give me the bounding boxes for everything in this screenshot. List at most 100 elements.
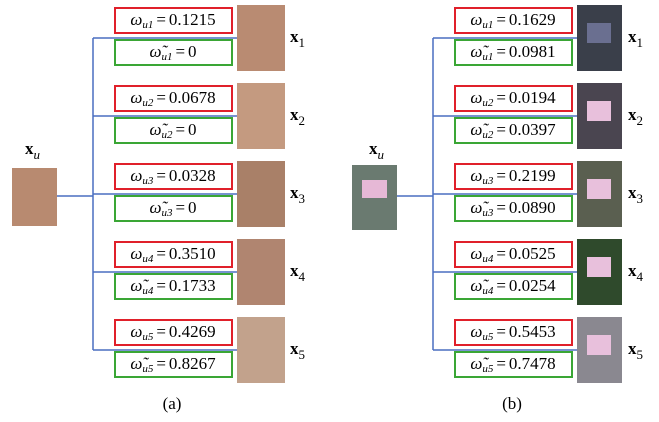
weight-tilde-subscript: u3 — [161, 207, 173, 219]
weight-tilde-subscript: u5 — [142, 363, 154, 375]
weight-value: 0.0194 — [509, 88, 556, 107]
equals: = — [156, 166, 166, 185]
query-subscript: u — [34, 147, 41, 162]
equals: = — [175, 198, 185, 217]
neighbor-label: x5 — [628, 339, 643, 362]
weight-symbol: ω — [470, 10, 482, 29]
neighbor-label: x2 — [290, 105, 305, 128]
neighbor-label: x3 — [290, 183, 305, 206]
equals: = — [156, 322, 166, 341]
weight-value: 0.1629 — [509, 10, 556, 29]
weight-value: 0.3510 — [169, 244, 216, 263]
equals: = — [156, 88, 166, 107]
weight-tilde-value: 0 — [188, 42, 197, 61]
neighbor-image — [237, 83, 285, 149]
weight-tilde-subscript: u2 — [482, 129, 494, 141]
query-image-detail — [362, 180, 387, 198]
neighbor-label: x5 — [290, 339, 305, 362]
equals: = — [156, 354, 166, 373]
neighbor-label: x2 — [628, 105, 643, 128]
neighbor-image — [237, 317, 285, 383]
weight-value: 0.1215 — [169, 10, 216, 29]
neighbor-subscript: 4 — [637, 269, 644, 284]
weight-value: 0.0328 — [169, 166, 216, 185]
neighbor-subscript: 2 — [637, 113, 644, 128]
equals: = — [496, 276, 506, 295]
weight-subscript: u4 — [142, 253, 154, 265]
neighbor-label: x3 — [628, 183, 643, 206]
equals: = — [496, 10, 506, 29]
weight-subscript: u1 — [142, 19, 153, 31]
neighbor-subscript: 3 — [637, 191, 644, 206]
equals: = — [496, 244, 506, 263]
neighbor-subscript: 5 — [299, 347, 306, 362]
weight-subscript: u4 — [482, 253, 494, 265]
neighbor-image-detail — [587, 101, 611, 121]
weight-tilde-box — [115, 118, 232, 143]
weight-value: 0.0678 — [169, 88, 216, 107]
weight-symbol: ω — [130, 322, 142, 341]
weight-symbol: ω — [130, 10, 142, 29]
weight-symbol: ω — [130, 166, 142, 185]
weight-subscript: u2 — [482, 97, 494, 109]
neighbor-subscript: 3 — [299, 191, 306, 206]
weight-tilde-box — [115, 196, 232, 221]
weight-symbol: ω — [470, 244, 482, 263]
equals: = — [496, 42, 506, 61]
weight-symbol: ω — [130, 244, 142, 263]
panel-caption: (b) — [502, 394, 522, 413]
panel-caption: (a) — [163, 394, 182, 413]
weight-symbol: ω — [130, 88, 142, 107]
neighbor-image — [237, 5, 285, 71]
weight-value: 0.2199 — [509, 166, 556, 185]
weight-tilde-value: 0.0397 — [509, 120, 556, 139]
equals: = — [496, 166, 506, 185]
equals: = — [156, 10, 166, 29]
neighbor-label: x4 — [628, 261, 644, 284]
equals: = — [156, 276, 166, 295]
weight-tilde-subscript: u3 — [482, 207, 494, 219]
neighbor-subscript: 2 — [299, 113, 306, 128]
neighbor-subscript: 5 — [637, 347, 644, 362]
weight-tilde-value: 0.8267 — [169, 354, 216, 373]
weight-value: 0.0525 — [509, 244, 556, 263]
weight-tilde-subscript: u1 — [482, 51, 493, 63]
weight-tilde-subscript: u4 — [142, 285, 154, 297]
neighbor-image-detail — [587, 335, 611, 355]
query-label: xu — [25, 139, 41, 162]
weight-subscript: u5 — [142, 331, 154, 343]
weight-subscript: u1 — [482, 19, 493, 31]
weight-tilde-subscript: u5 — [482, 363, 494, 375]
weight-tilde-subscript: u2 — [161, 129, 173, 141]
query-subscript: u — [378, 147, 385, 162]
weight-tilde-subscript: u1 — [161, 51, 172, 63]
weight-tilde-value: 0.0981 — [509, 42, 556, 61]
query-image — [12, 168, 57, 226]
weight-subscript: u2 — [142, 97, 154, 109]
neighbor-subscript: 1 — [637, 35, 644, 50]
neighbor-image — [237, 161, 285, 227]
equals: = — [496, 322, 506, 341]
weight-tilde-value: 0.0254 — [509, 276, 556, 295]
weight-value: 0.5453 — [509, 322, 556, 341]
neighbor-label: x1 — [628, 27, 643, 50]
neighbor-image-detail — [587, 257, 611, 277]
weight-subscript: u5 — [482, 331, 494, 343]
weight-tilde-value: 0 — [188, 120, 197, 139]
weight-tilde-box — [115, 40, 232, 65]
weight-subscript: u3 — [482, 175, 494, 187]
weight-value: 0.4269 — [169, 322, 216, 341]
equals: = — [496, 88, 506, 107]
weight-tilde-value: 0.0890 — [509, 198, 556, 217]
neighbor-label: x1 — [290, 27, 305, 50]
equals: = — [175, 120, 185, 139]
equals: = — [156, 244, 166, 263]
weight-symbol: ω — [470, 322, 482, 341]
weight-tilde-value: 0 — [188, 198, 197, 217]
equals: = — [496, 120, 506, 139]
weight-symbol: ω — [470, 166, 482, 185]
equals: = — [496, 354, 506, 373]
weight-tilde-value: 0.7478 — [509, 354, 556, 373]
weight-tilde-value: 0.1733 — [169, 276, 216, 295]
figure: xuωu1=0.1215ω̃u1=0x1ωu2=0.0678ω̃u2=0x2ωu… — [0, 0, 659, 422]
